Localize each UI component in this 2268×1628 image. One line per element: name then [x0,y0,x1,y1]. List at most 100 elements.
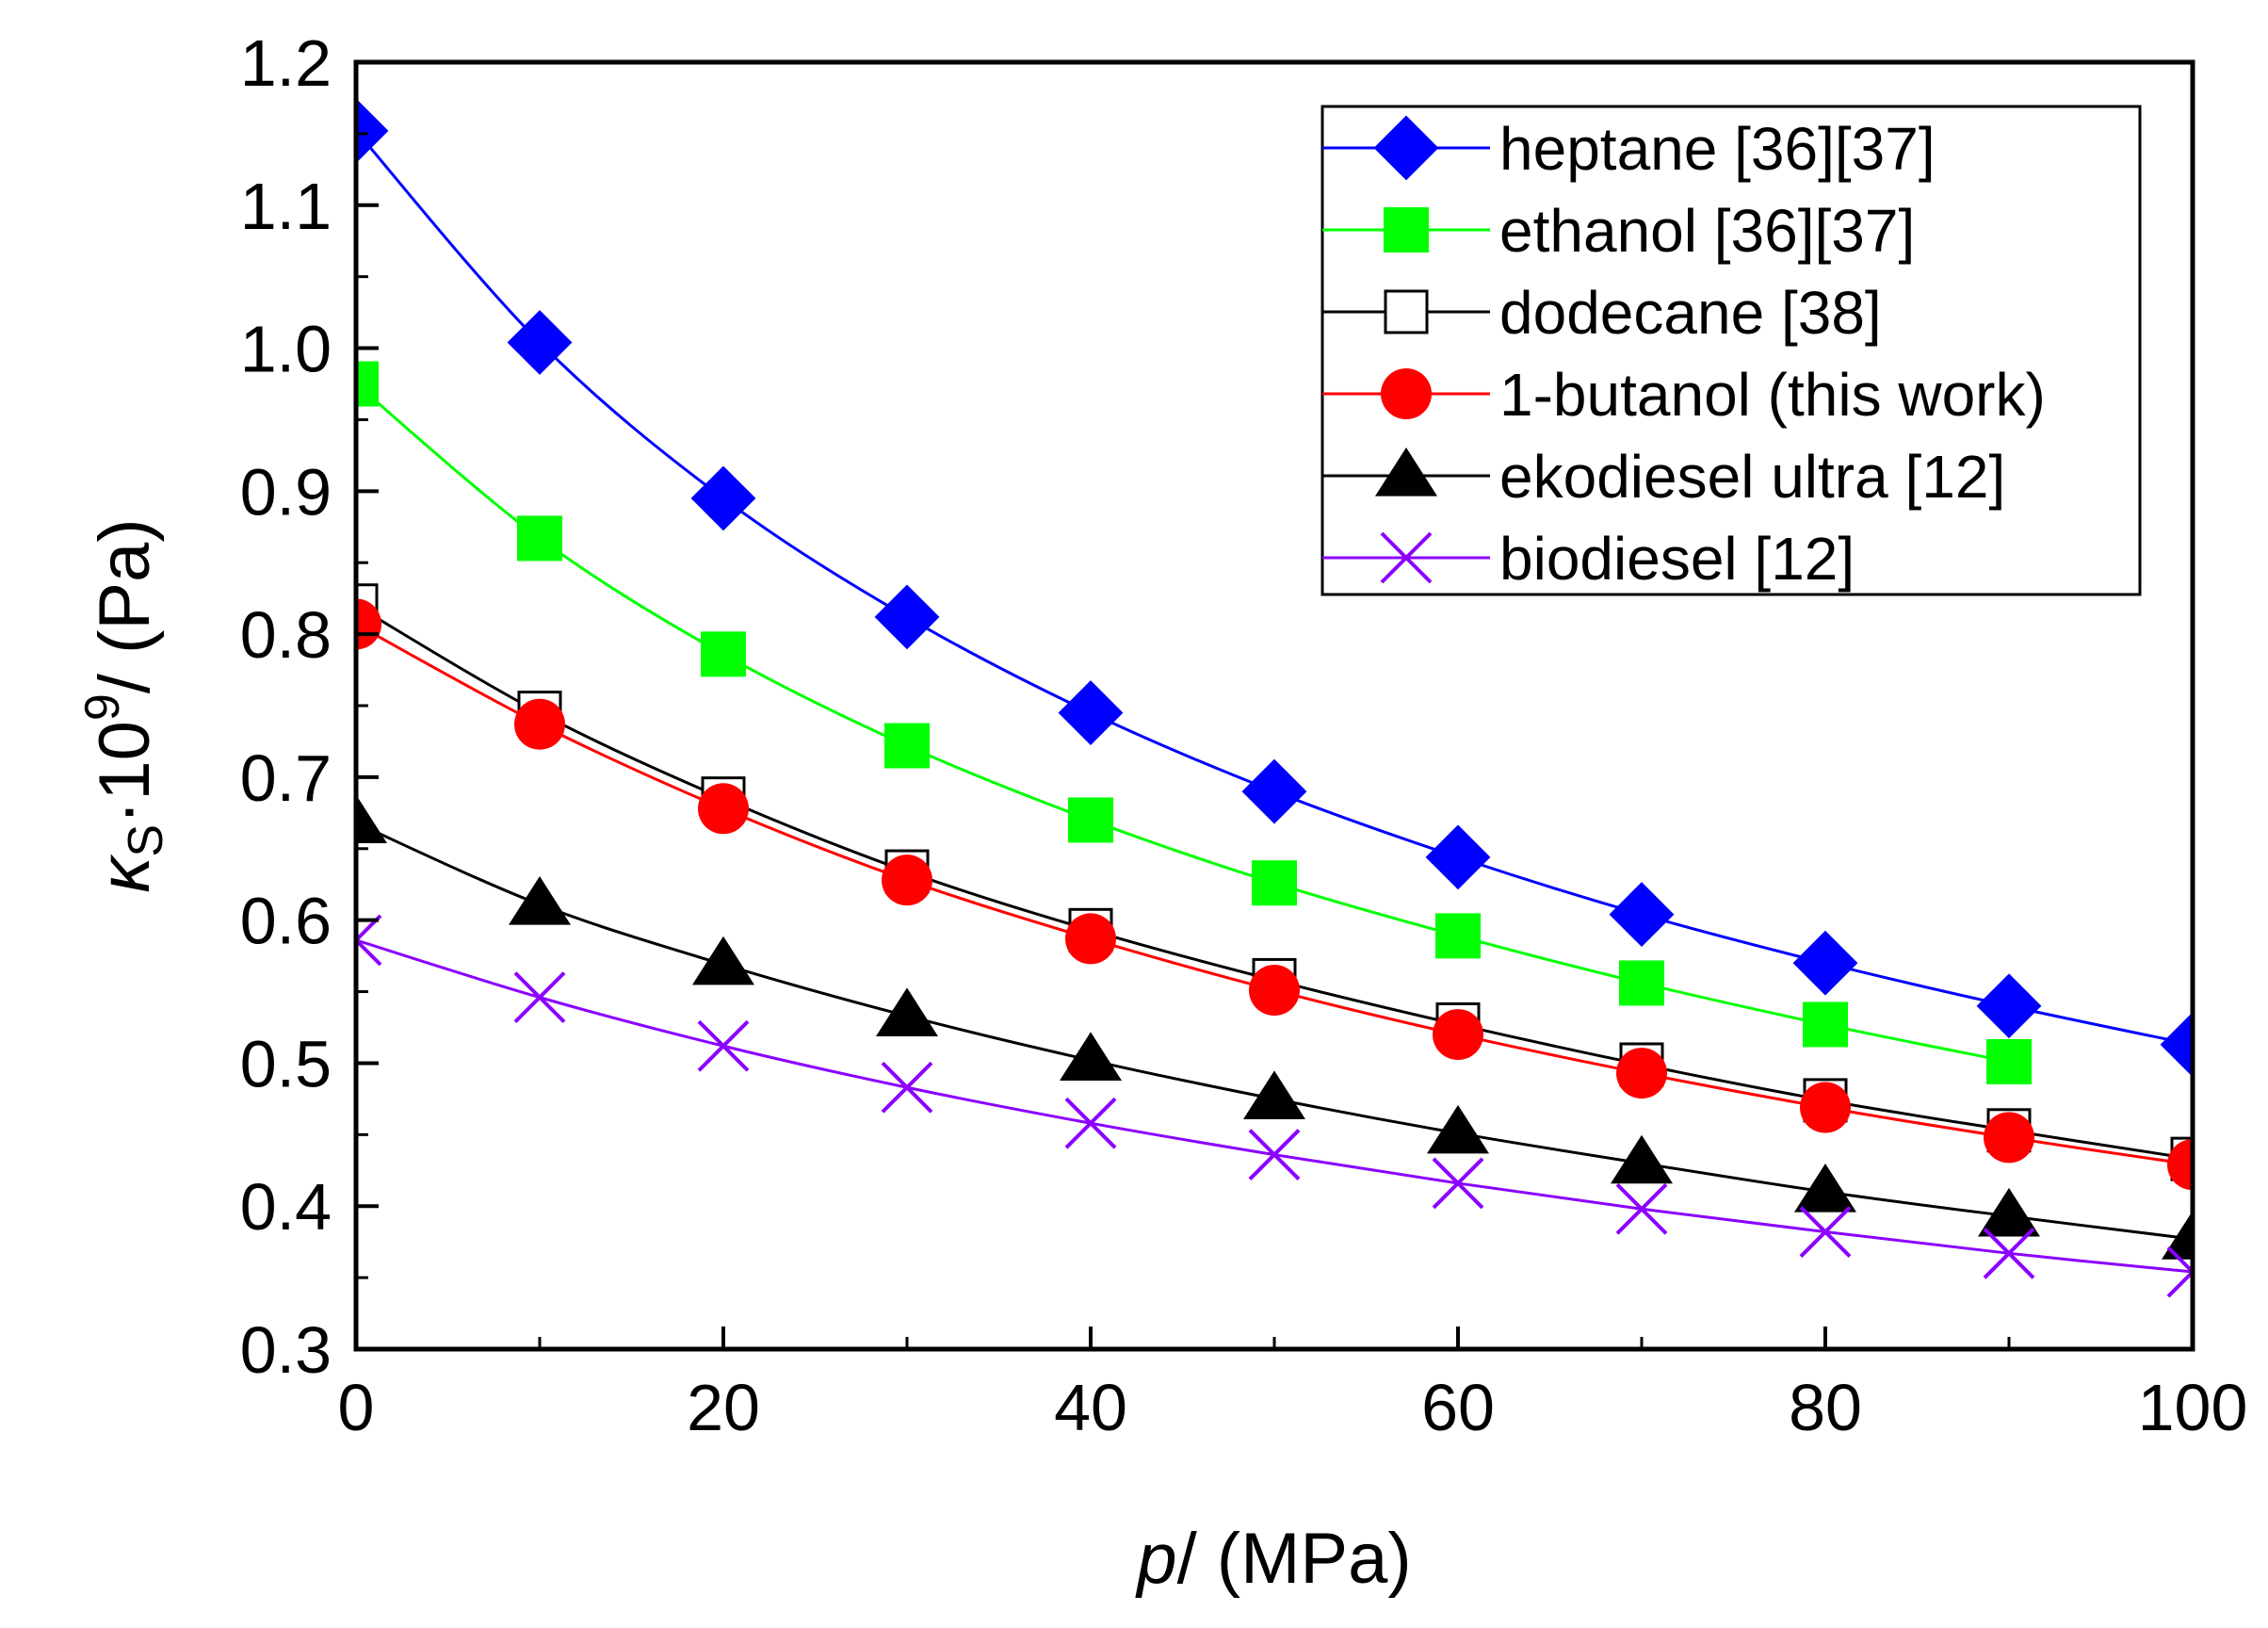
data-point [882,855,932,906]
data-point [1427,1104,1489,1154]
data-point [517,515,562,562]
data-point [356,914,382,967]
y-axis-multiplier: ·10 [85,721,165,824]
y-tick-label: 0.8 [240,598,332,672]
x-axis-unit: / (MPa) [1177,1519,1412,1599]
series-line [356,129,2193,1047]
data-point [1060,1032,1122,1082]
x-tick-label: 20 [687,1371,760,1444]
x-tick-label: 60 [1421,1371,1495,1444]
legend-label: 1-butanol (this work) [1499,361,2046,429]
data-point [1794,1164,1856,1213]
ticks-layer: 0 20 40 60 80 100 0.3 0.4 0.5 0.6 0.7 0.8 0.9 1.0 1.1 1… [240,26,2248,1444]
data-point [1068,797,1113,843]
data-point [876,987,938,1036]
legend-item: dodecane [38] [1322,279,1882,347]
data-point [1799,1206,1852,1258]
data-point [1803,1001,1848,1048]
data-point [1241,758,1307,824]
legend-marker [1381,368,1432,419]
legend-marker [1375,448,1437,497]
x-tick-label: 0 [338,1371,375,1444]
data-point [1243,1070,1305,1119]
data-point [509,875,571,925]
y-tick-label: 0.9 [240,455,332,529]
y-tick-label: 0.6 [240,885,332,958]
data-point [2167,1139,2193,1191]
data-point [1616,1048,1667,1099]
legend-label: heptane [36][37] [1499,115,1936,183]
legend-label: biodiesel [12] [1499,525,1855,593]
series-0 [356,98,2193,1078]
data-point [1065,913,1116,965]
legend-item: ethanol [36][37] [1322,197,1915,265]
legend-marker [1380,531,1433,584]
x-axis-variable: p [1135,1519,1176,1599]
y-axis-variable: κ [85,854,165,893]
legend-label: ekodiesel ultra [12] [1499,443,2005,511]
data-point [1252,860,1297,906]
legend: heptane [36][37] ethanol [36][37] dodecane… [1320,105,2142,596]
data-point [356,794,387,844]
legend-marker [1384,289,1429,334]
y-axis-label: κS·109/ (Pa) [75,518,173,892]
legend-item: ekodiesel ultra [12] [1322,443,2005,511]
legend-label: dodecane [38] [1499,279,1882,347]
y-axis-subscript: S [119,824,173,857]
series-line [356,383,2010,1064]
data-point [1609,882,1675,948]
data-point [513,971,566,1024]
data-point [2160,1012,2193,1078]
data-point [1615,1182,1668,1235]
data-point [1986,1038,2032,1084]
data-point [698,783,749,835]
series-4 [356,794,2193,1260]
y-tick-label: 1.1 [240,170,332,243]
y-tick-label: 0.4 [240,1170,332,1244]
y-tick-label: 1.0 [240,313,332,386]
data-point [1058,680,1124,746]
data-point [1978,1187,2040,1237]
data-point [356,98,389,164]
y-tick-label: 1.2 [240,26,332,100]
legend-item: heptane [36][37] [1322,115,1936,183]
series-3 [356,598,2193,1191]
data-point [356,598,381,650]
x-tick-label: 80 [1789,1371,1862,1444]
series-1 [356,361,2032,1084]
y-tick-label: 0.3 [240,1313,332,1387]
legend-item: 1-butanol (this work) [1322,361,2046,429]
data-point [1983,1227,2035,1279]
data-point [1792,930,1858,996]
data-point [2166,1245,2193,1298]
data-point [1248,1129,1301,1180]
data-point [690,465,756,531]
y-tick-label: 0.7 [240,741,332,815]
data-point [1984,1112,2034,1164]
data-point [1064,1097,1117,1149]
data-point [884,723,930,769]
data-point [1425,824,1491,890]
series-5 [356,914,2193,1298]
data-point [356,361,379,407]
data-point [1800,1082,1851,1133]
data-point [697,1019,750,1072]
data-point [1976,973,2042,1039]
x-tick-label: 100 [2138,1371,2248,1444]
legend-marker [1373,115,1439,181]
data-point [1432,1157,1484,1210]
y-axis-superscript: 9 [75,693,130,721]
legend-label: ethanol [36][37] [1499,197,1915,265]
data-point [701,631,746,677]
legend-item: biodiesel [12] [1322,525,1855,593]
legend-box [1320,105,2142,596]
x-axis-label: p/ (MPa) [1135,1519,1411,1599]
data-point [692,936,754,985]
data-point [2162,1211,2193,1260]
data-point [1433,1009,1483,1061]
data-point [1435,913,1481,959]
y-tick-label: 0.5 [240,1027,332,1100]
data-point [507,310,573,375]
data-point [874,584,940,650]
